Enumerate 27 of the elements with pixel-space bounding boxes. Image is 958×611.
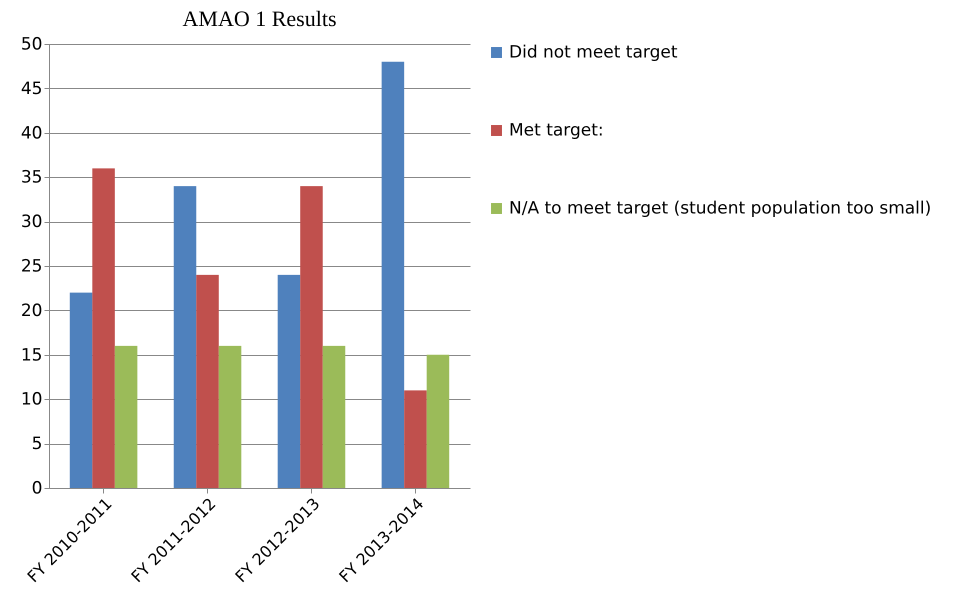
y-tick-label: 10: [20, 390, 42, 410]
chart-title: AMAO 1 Results: [182, 6, 337, 31]
y-tick-label: 15: [20, 345, 42, 366]
y-tick-label: 0: [32, 478, 42, 498]
legend-label: Met target:: [509, 120, 604, 140]
bar: [300, 186, 323, 488]
legend-label: Did not meet target: [509, 42, 678, 62]
bar: [70, 292, 92, 488]
bar: [278, 274, 300, 488]
bar: [322, 346, 346, 488]
bar: [114, 346, 138, 488]
y-tick-label: 30: [20, 212, 42, 232]
bar: [92, 168, 115, 488]
y-tick-label: 50: [20, 34, 42, 54]
y-tick-label: 35: [20, 168, 42, 188]
y-tick-label: 40: [20, 123, 42, 144]
legend-label: N/A to meet target (student population too small): [509, 198, 932, 218]
bar: [382, 62, 404, 488]
bar: [404, 390, 427, 488]
bar: [426, 354, 450, 488]
bar: [174, 186, 196, 488]
y-tick-label: 5: [32, 434, 42, 454]
bar: [218, 346, 242, 488]
bar: [196, 274, 219, 488]
y-tick-label: 20: [20, 300, 42, 321]
y-tick-label: 45: [20, 78, 42, 99]
y-tick-label: 25: [20, 256, 42, 276]
